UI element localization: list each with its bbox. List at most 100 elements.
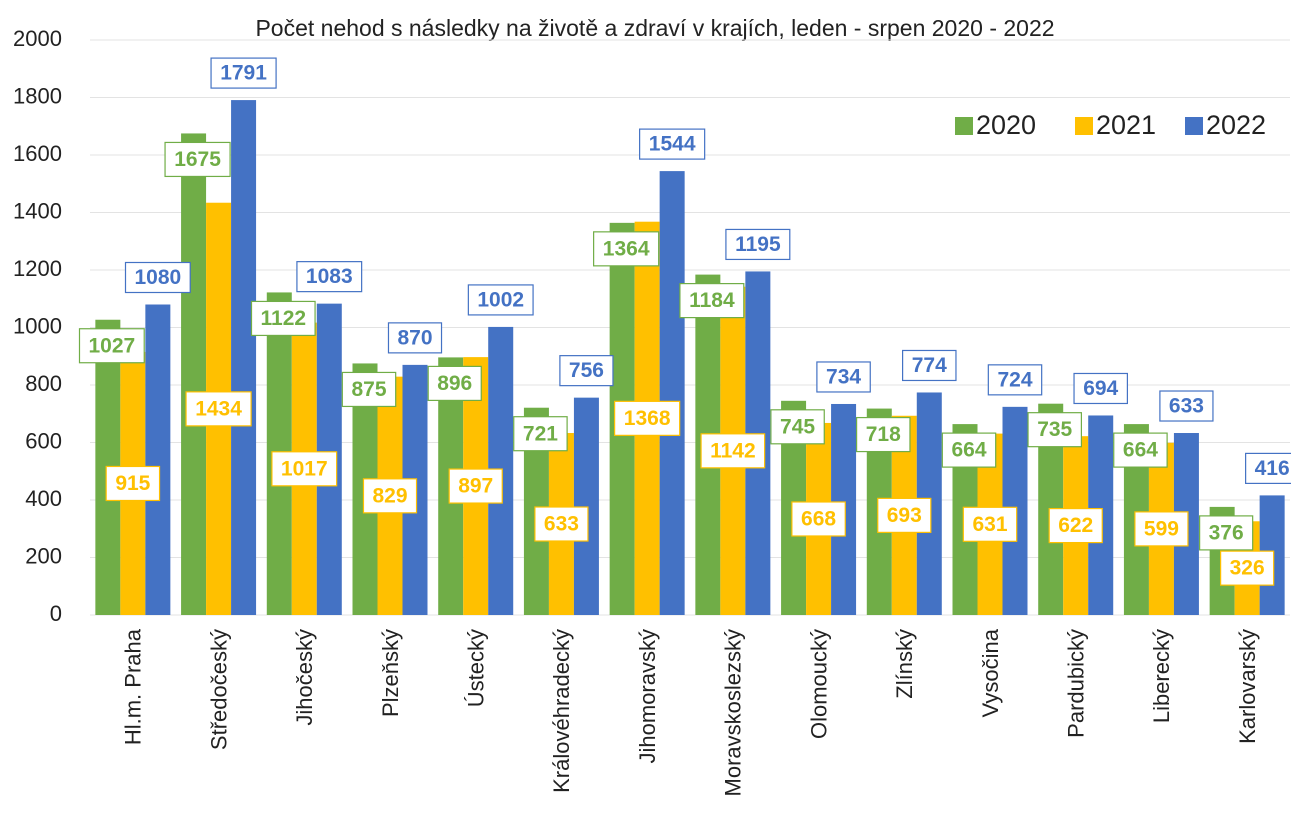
x-tick-label: Hl.m. Praha bbox=[121, 628, 146, 745]
value-label-box bbox=[387, 322, 443, 354]
value-label: 622 bbox=[1048, 507, 1103, 544]
value-label: 735 bbox=[1027, 412, 1082, 448]
x-tick-label: Moravskoslezský bbox=[721, 629, 746, 796]
value-label-text: 734 bbox=[826, 366, 861, 389]
value-label: 693 bbox=[877, 497, 932, 533]
x-tick-label: Královéhradecký bbox=[549, 629, 574, 793]
value-label-text: 376 bbox=[1209, 521, 1244, 544]
x-tick-label: Zlínský bbox=[892, 629, 917, 699]
y-tick-label: 1000 bbox=[13, 313, 62, 338]
value-label: 599 bbox=[1134, 511, 1189, 547]
value-label: 1368 bbox=[614, 400, 681, 436]
y-tick-label: 1400 bbox=[13, 198, 62, 223]
y-tick-label: 400 bbox=[25, 486, 62, 511]
value-label-box bbox=[962, 506, 1018, 542]
value-label: 376 bbox=[1199, 515, 1254, 551]
x-tick-label: Pardubický bbox=[1064, 629, 1089, 738]
value-label-box bbox=[725, 228, 791, 261]
value-label-text: 1184 bbox=[689, 289, 735, 312]
value-label-text: 829 bbox=[372, 484, 407, 507]
value-label-text: 633 bbox=[1169, 395, 1204, 418]
value-label-text: 693 bbox=[887, 504, 922, 527]
value-label-text: 1195 bbox=[735, 233, 781, 256]
value-label-box bbox=[987, 364, 1043, 396]
y-tick-label: 1800 bbox=[13, 83, 62, 108]
value-label: 1195 bbox=[725, 228, 791, 261]
value-label-box bbox=[427, 365, 482, 401]
value-label: 1364 bbox=[593, 231, 660, 267]
value-label-text: 1122 bbox=[261, 307, 307, 330]
y-tick-label: 2000 bbox=[13, 26, 62, 51]
value-label: 774 bbox=[902, 349, 957, 382]
value-label-text: 1002 bbox=[477, 288, 524, 311]
value-label: 875 bbox=[341, 371, 397, 408]
value-label-text: 1675 bbox=[174, 148, 221, 171]
legend-label: 2022 bbox=[1206, 110, 1266, 140]
value-label-box bbox=[513, 416, 568, 452]
value-label: 694 bbox=[1073, 372, 1128, 405]
value-label-box bbox=[639, 128, 706, 160]
value-label-text: 1083 bbox=[306, 265, 353, 288]
value-label-box bbox=[1134, 511, 1189, 547]
value-label: 1791 bbox=[210, 57, 277, 89]
value-label-text: 870 bbox=[397, 326, 432, 349]
x-tick-label: Karlovarský bbox=[1235, 629, 1260, 744]
legend-swatch bbox=[955, 117, 973, 135]
value-label-box bbox=[105, 465, 161, 502]
value-label: 756 bbox=[559, 355, 614, 387]
value-label-text: 774 bbox=[912, 354, 947, 377]
value-label-box bbox=[593, 231, 660, 267]
y-tick-label: 1200 bbox=[13, 256, 62, 281]
x-tick-label: Jihočeský bbox=[292, 629, 317, 726]
value-label-text: 1027 bbox=[88, 334, 135, 357]
value-label-box bbox=[1113, 432, 1168, 468]
value-label-text: 897 bbox=[458, 475, 493, 498]
value-label-text: 756 bbox=[569, 359, 604, 382]
value-label-box bbox=[679, 283, 745, 319]
value-label-box bbox=[296, 261, 363, 293]
value-label-text: 1544 bbox=[649, 133, 696, 156]
x-tick-label: Středočeský bbox=[206, 629, 231, 750]
bar bbox=[231, 100, 257, 615]
value-label-text: 633 bbox=[544, 513, 579, 536]
value-label-text: 622 bbox=[1058, 514, 1093, 537]
value-label: 1142 bbox=[700, 433, 766, 469]
legend-label: 2021 bbox=[1096, 110, 1156, 140]
value-label-box bbox=[467, 284, 534, 316]
value-label-text: 664 bbox=[951, 439, 986, 462]
value-label-text: 1080 bbox=[134, 266, 181, 289]
value-label: 1017 bbox=[271, 451, 338, 487]
x-tick-label: Vysočina bbox=[978, 628, 1003, 717]
value-label-box bbox=[250, 300, 316, 337]
value-label-text: 668 bbox=[801, 508, 836, 531]
value-label-text: 599 bbox=[1144, 517, 1179, 540]
value-label-box bbox=[902, 349, 957, 382]
value-label: 1083 bbox=[296, 261, 363, 293]
value-label: 1027 bbox=[78, 328, 145, 364]
value-label: 718 bbox=[856, 416, 911, 453]
value-label-text: 745 bbox=[780, 415, 815, 438]
value-label: 1002 bbox=[467, 284, 534, 316]
y-tick-label: 1600 bbox=[13, 141, 62, 166]
y-tick-label: 600 bbox=[25, 428, 62, 453]
value-label-box bbox=[271, 451, 338, 487]
value-label-box bbox=[1220, 550, 1275, 586]
value-label: 633 bbox=[1159, 390, 1214, 422]
bar bbox=[573, 397, 599, 615]
value-label: 915 bbox=[105, 465, 161, 502]
value-label: 1434 bbox=[185, 391, 252, 427]
chart-title: Počet nehod s následky na životě a zdrav… bbox=[255, 15, 1054, 41]
x-tick-label: Plzeňský bbox=[378, 629, 403, 717]
value-label-box bbox=[185, 391, 252, 427]
value-label-box bbox=[1199, 515, 1254, 551]
bars bbox=[95, 100, 1285, 615]
value-label-box bbox=[614, 400, 681, 436]
value-label-text: 1142 bbox=[710, 439, 756, 462]
y-tick-label: 0 bbox=[50, 601, 62, 626]
value-label: 721 bbox=[513, 416, 568, 452]
value-label: 1544 bbox=[639, 128, 706, 160]
value-label-text: 326 bbox=[1230, 557, 1265, 580]
value-label-text: 416 bbox=[1255, 457, 1290, 480]
value-label-text: 694 bbox=[1083, 377, 1118, 400]
value-label-box bbox=[856, 416, 911, 453]
